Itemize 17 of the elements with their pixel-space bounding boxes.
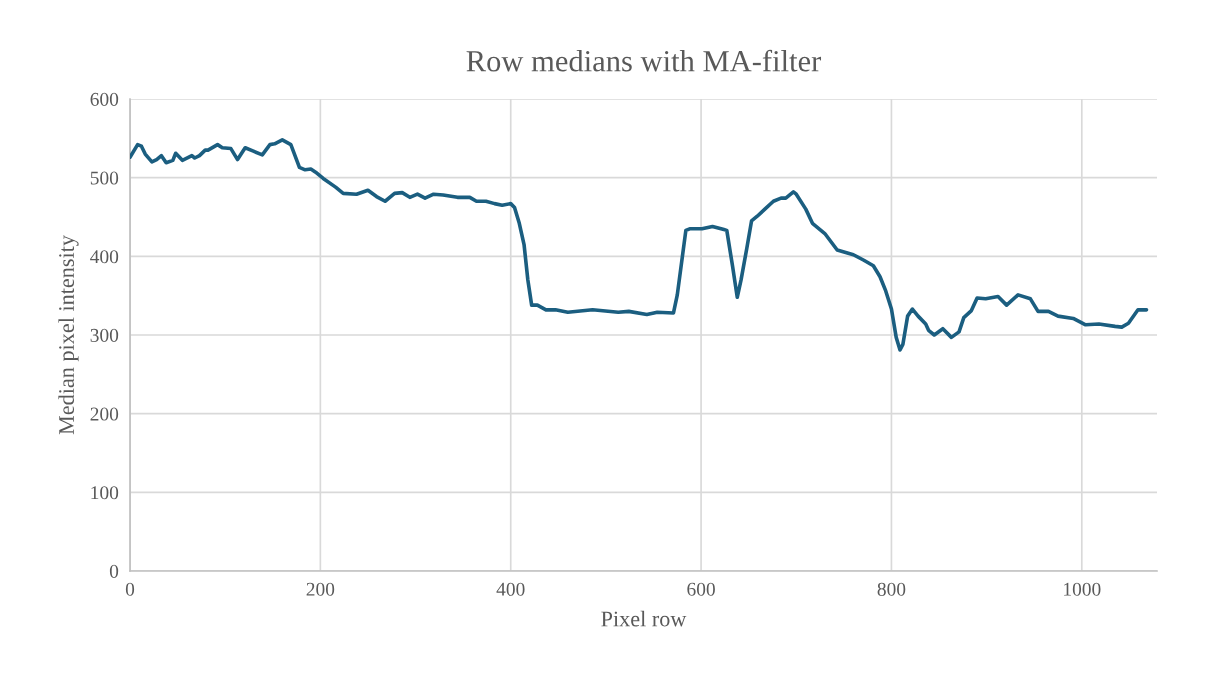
y-axis-title: Median pixel intensity bbox=[58, 235, 79, 435]
y-tick-label: 0 bbox=[109, 564, 119, 578]
x-tick-label: 600 bbox=[687, 582, 715, 596]
y-tick-label: 300 bbox=[90, 328, 119, 342]
x-tick-label: 200 bbox=[306, 582, 335, 596]
line-series bbox=[130, 138, 1149, 352]
y-tick-label: 600 bbox=[90, 92, 119, 106]
x-tick-label: 800 bbox=[877, 582, 906, 596]
y-tick-label: 200 bbox=[90, 407, 119, 421]
y-tick-label: 500 bbox=[90, 171, 119, 185]
x-axis-title: Pixel row bbox=[601, 610, 687, 627]
x-tick-label: 400 bbox=[496, 582, 525, 596]
y-tick-label: 400 bbox=[90, 250, 119, 264]
chart-title: Row medians with MA-filter bbox=[466, 49, 822, 72]
x-tick-label: 1000 bbox=[1064, 582, 1101, 596]
x-tick-label: 0 bbox=[125, 582, 135, 596]
y-tick-label: 100 bbox=[91, 486, 119, 500]
